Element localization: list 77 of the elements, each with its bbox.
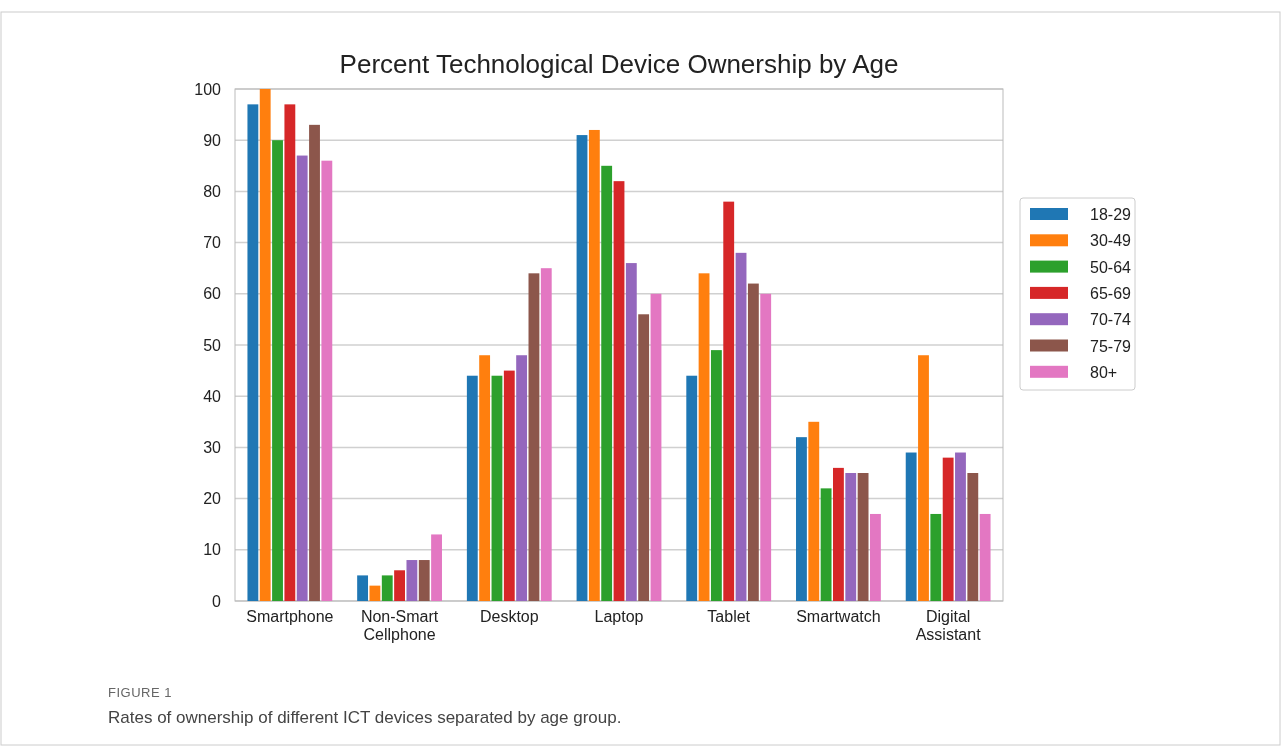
bar xyxy=(491,375,503,601)
y-tick-label: 20 xyxy=(203,490,222,508)
bar xyxy=(942,457,954,601)
y-tick-label: 90 xyxy=(203,131,222,149)
x-tick-label: Digital Assistant xyxy=(915,608,982,643)
y-tick-label: 60 xyxy=(203,285,222,303)
bar xyxy=(796,437,807,601)
bar xyxy=(466,375,478,601)
x-tick-label: Smartphone xyxy=(246,608,334,626)
bar xyxy=(979,513,991,601)
bar xyxy=(309,124,320,601)
y-tick-label: 30 xyxy=(203,439,222,457)
legend-label: 80+ xyxy=(1090,363,1118,381)
x-tick-label: Laptop xyxy=(594,608,644,626)
legend-label: 65-69 xyxy=(1090,284,1132,302)
bar xyxy=(723,201,735,601)
bar xyxy=(259,89,271,601)
bar xyxy=(418,560,430,601)
bar xyxy=(528,273,540,601)
legend-label: 50-64 xyxy=(1090,258,1132,276)
bar xyxy=(272,140,283,601)
bar xyxy=(955,452,966,601)
bar xyxy=(284,104,296,601)
bar xyxy=(735,252,747,601)
bar xyxy=(516,355,528,601)
bar xyxy=(613,181,625,601)
x-tick-label: Desktop xyxy=(479,608,539,626)
x-tick-label: Smartwatch xyxy=(796,608,881,626)
bar xyxy=(479,355,491,601)
bar xyxy=(357,575,369,601)
bar xyxy=(857,473,869,601)
bar xyxy=(747,283,759,601)
bar xyxy=(698,273,710,601)
bar xyxy=(638,314,650,601)
y-tick-label: 10 xyxy=(203,541,222,559)
y-tick-label: 0 xyxy=(212,592,222,610)
bar xyxy=(601,165,613,601)
bar xyxy=(918,355,929,601)
bar xyxy=(394,570,405,601)
bar xyxy=(760,293,772,601)
chart-title: Percent Technological Device Ownership by Age xyxy=(339,49,899,79)
bar xyxy=(686,375,698,601)
bar xyxy=(905,452,917,601)
bar xyxy=(381,575,393,601)
text: Rates of ownership of different ICT devices separated by age group. xyxy=(108,708,622,727)
bar xyxy=(625,263,637,601)
bar xyxy=(247,104,259,601)
bar xyxy=(369,585,381,601)
bar xyxy=(588,129,600,601)
legend-label: 30-49 xyxy=(1090,232,1132,250)
y-tick-label: 70 xyxy=(203,234,222,252)
bar xyxy=(930,513,942,601)
y-tick-label: 50 xyxy=(203,336,222,354)
bar xyxy=(869,513,881,601)
bar xyxy=(710,350,722,601)
bar xyxy=(808,421,820,601)
y-tick-label: 40 xyxy=(203,387,222,405)
x-tick-label: Non-Smart Cellphone xyxy=(360,608,439,643)
y-tick-label: 80 xyxy=(203,183,222,201)
bar xyxy=(576,135,588,601)
bar xyxy=(833,467,844,601)
bar xyxy=(321,160,333,601)
bar xyxy=(503,370,515,601)
bar xyxy=(967,473,979,601)
bar xyxy=(845,473,857,601)
caption: FIGURE 1 xyxy=(108,685,172,700)
bar xyxy=(296,155,308,601)
legend-label: 18-29 xyxy=(1090,206,1132,223)
bar xyxy=(650,293,662,601)
y-tick-label: 100 xyxy=(194,80,222,98)
bar xyxy=(820,488,832,601)
bar xyxy=(406,560,418,601)
bar xyxy=(431,534,442,601)
x-tick-label: Tablet xyxy=(707,608,751,626)
bar xyxy=(540,268,552,601)
legend-label: 75-79 xyxy=(1090,337,1132,355)
legend-label: 70-74 xyxy=(1090,311,1132,329)
